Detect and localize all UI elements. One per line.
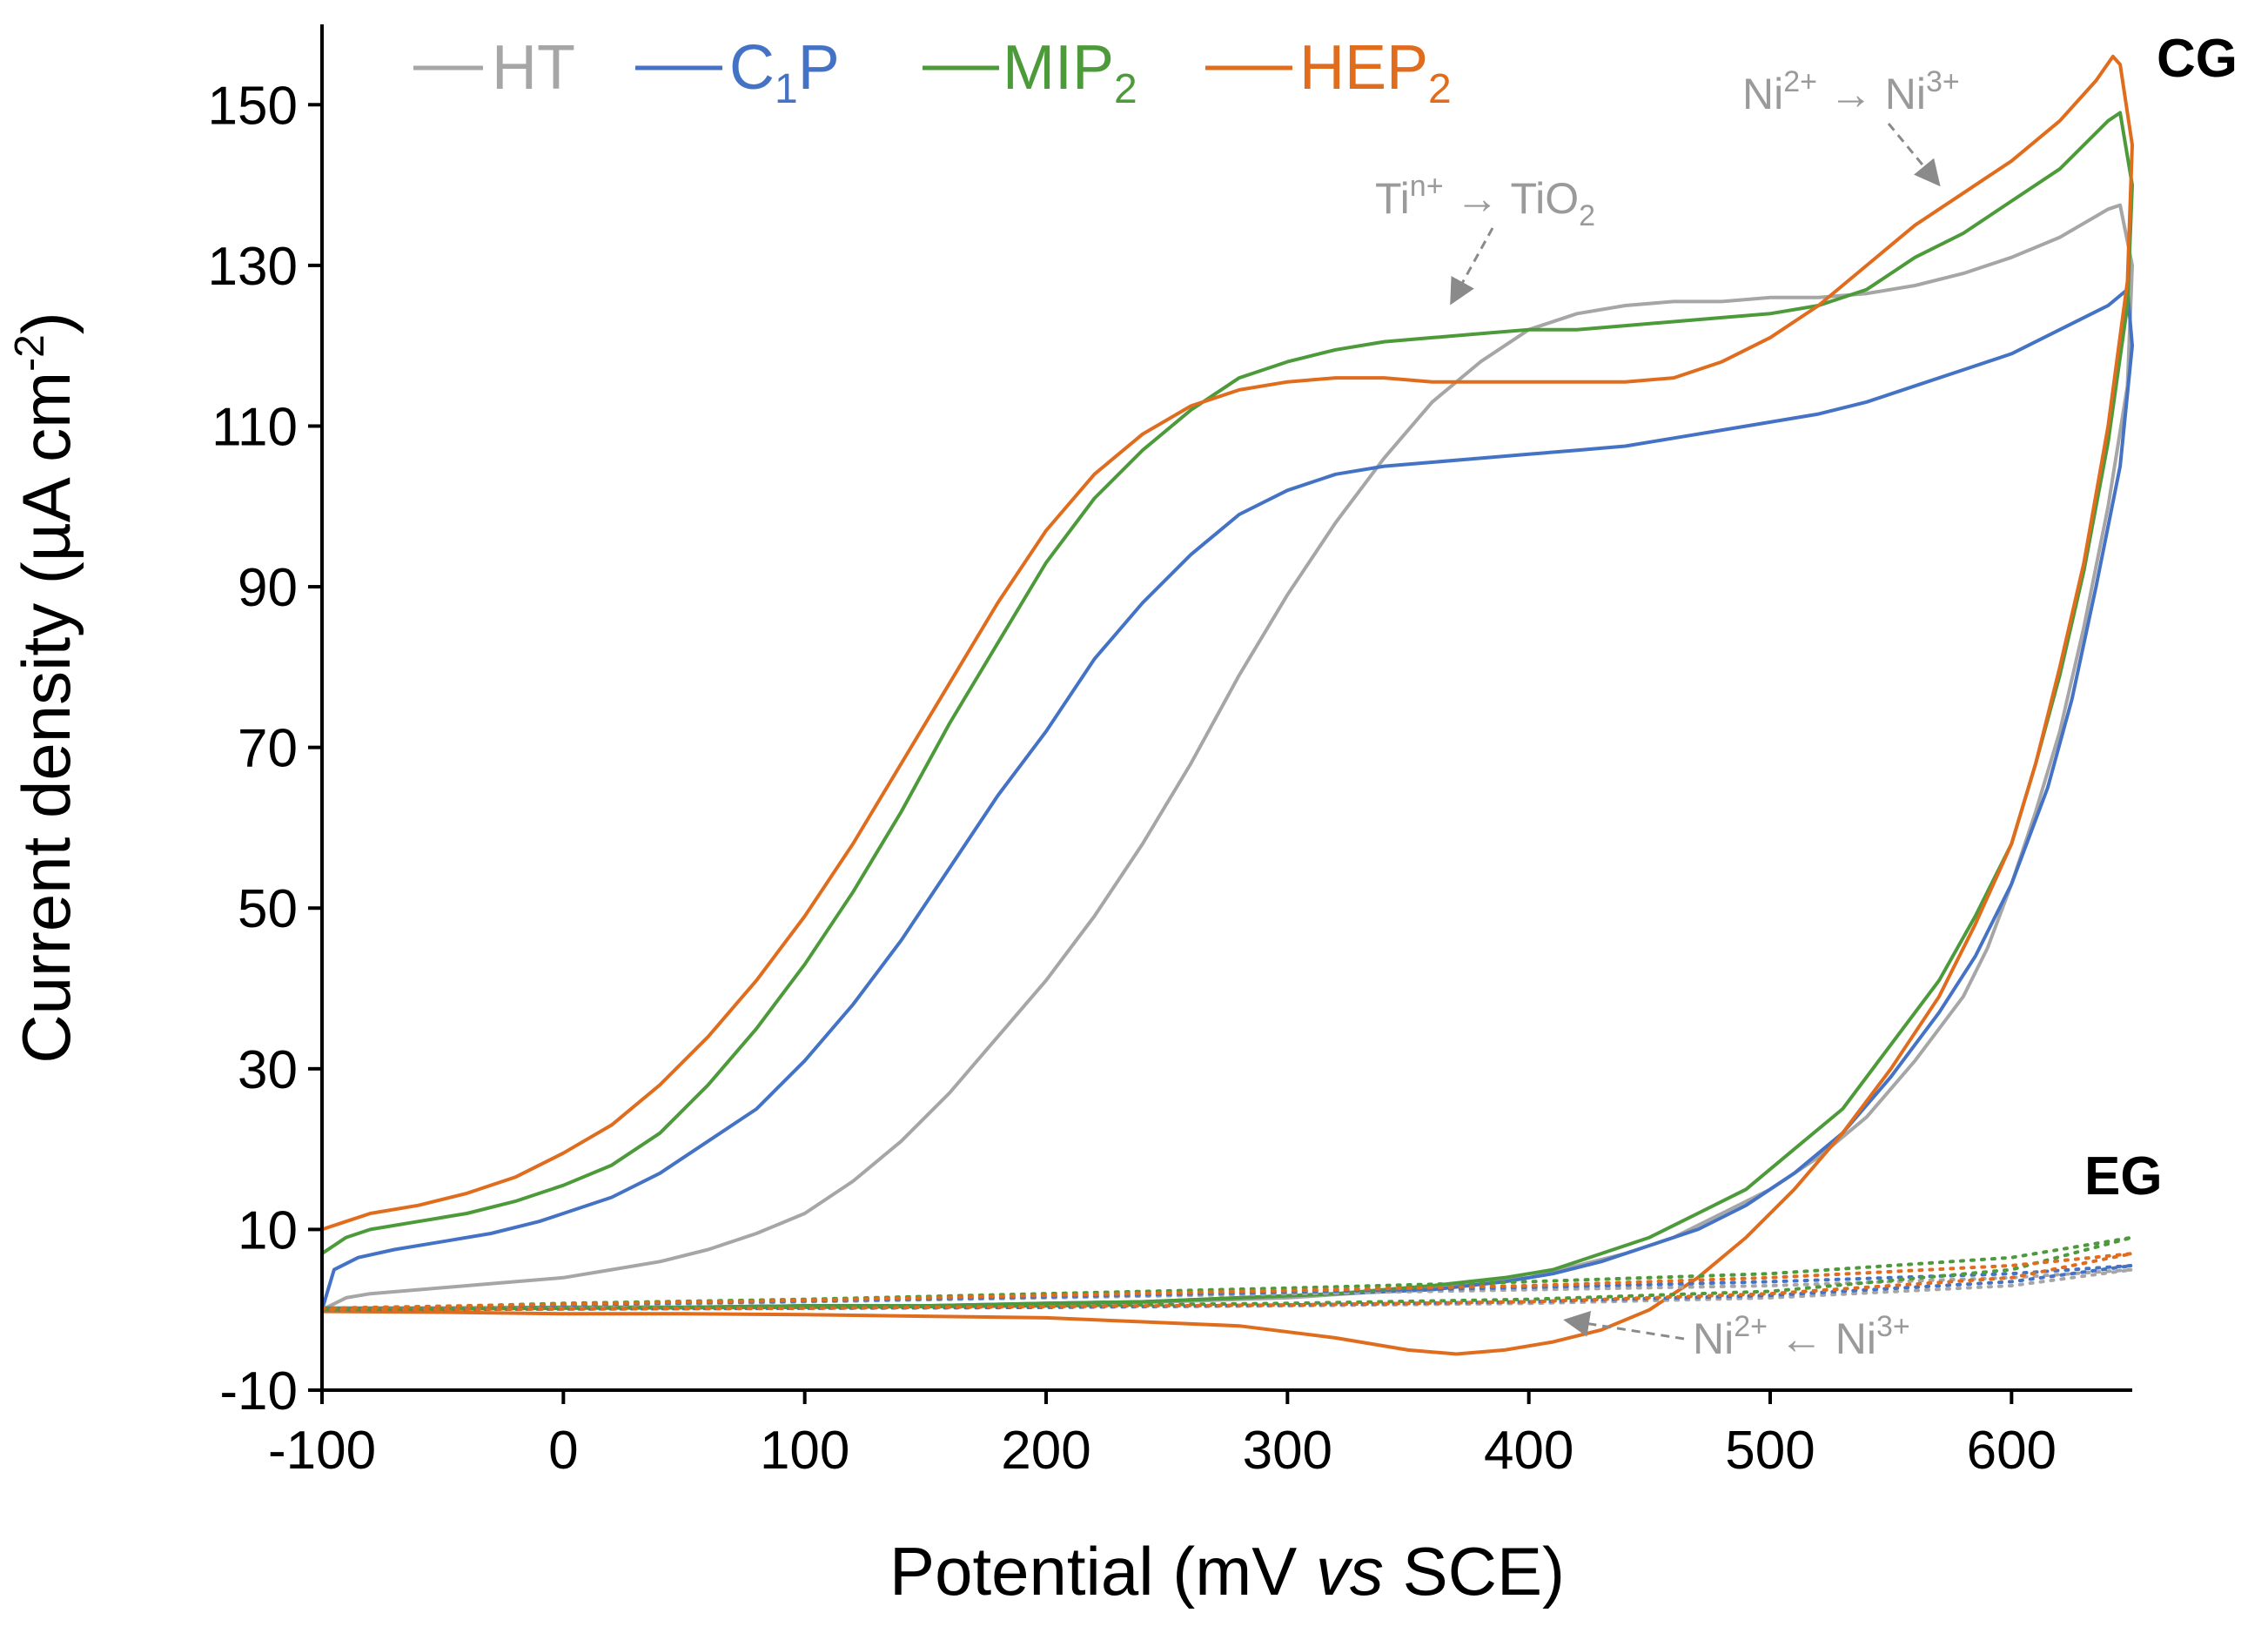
y-tick-label: -10 (219, 1361, 298, 1421)
annotation-ti-text: Tin+ → TiO2 (1375, 170, 1595, 232)
legend-item-hep2: HEP2 (1205, 33, 1452, 112)
annotation-ni-ox-arrow (1887, 123, 1941, 187)
x-tick-label: 100 (760, 1421, 849, 1481)
panel-label-eg: EG (2084, 1146, 2163, 1206)
legend-item-mip2: MIP2 (923, 33, 1137, 112)
x-tick-label: 0 (548, 1421, 578, 1481)
x-axis-ticks: -100 0 100 200 300 400 500 600 (268, 1390, 2057, 1481)
x-tick-label: 500 (1725, 1421, 1815, 1481)
x-axis-title: Potential (mV vs SCE) (889, 1533, 1565, 1609)
y-tick-label: 150 (208, 76, 298, 136)
y-tick-label: 10 (238, 1200, 298, 1260)
x-tick-label: 600 (1967, 1421, 2057, 1481)
annotation-ni-reduction: Ni2+ ← Ni3+ (1563, 1310, 1910, 1363)
plot-curves (320, 54, 2134, 1356)
x-tick-label: -100 (268, 1421, 376, 1481)
annotation-ti-arrow (1450, 227, 1494, 306)
y-tick-label: 50 (238, 879, 298, 939)
annotation-ti-oxidation: Tin+ → TiO2 (1375, 170, 1595, 306)
legend-label-ht: HT (492, 33, 575, 103)
annotation-ni-oxidation: Ni2+ → Ni3+ (1742, 65, 1960, 187)
legend-label-mip2: MIP2 (1003, 33, 1137, 112)
legend-label-c1p: C1P (729, 33, 840, 112)
y-tick-label: 110 (211, 397, 298, 457)
y-tick-label: 90 (238, 558, 298, 618)
series-line-mip2-cg (320, 111, 2134, 1310)
legend-item-ht: HT (413, 33, 575, 103)
annotation-ni-ox-text: Ni2+ → Ni3+ (1742, 65, 1960, 118)
x-tick-label: 300 (1243, 1421, 1332, 1481)
panel-label-cg: CG (2157, 29, 2238, 89)
series-line-c1p-eg (320, 1263, 2134, 1312)
y-tick-label: 70 (238, 719, 298, 779)
y-tick-label: 30 (238, 1040, 298, 1100)
series-line-ht-cg (320, 203, 2134, 1312)
y-tick-label: 130 (208, 237, 298, 297)
x-tick-label: 200 (1001, 1421, 1090, 1481)
y-axis-ticks: -10 10 30 50 70 90 110 130 150 (208, 76, 322, 1421)
y-axis-title: Current density (µA cm-2) (7, 312, 84, 1064)
legend-label-hep2: HEP2 (1299, 33, 1452, 112)
legend: HT C1P MIP2 HEP2 (413, 33, 1452, 112)
legend-item-c1p: C1P (635, 33, 840, 112)
series-line-c1p-cg (320, 287, 2134, 1312)
x-tick-label: 400 (1484, 1421, 1574, 1481)
axes: -10 10 30 50 70 90 110 130 150 -100 0 100 200 300 400… (208, 24, 2132, 1481)
series-line-hep2-cg (320, 54, 2134, 1356)
annotation-ni-red-arrow (1563, 1310, 1685, 1341)
annotation-ni-red-text: Ni2+ ← Ni3+ (1693, 1310, 1910, 1363)
